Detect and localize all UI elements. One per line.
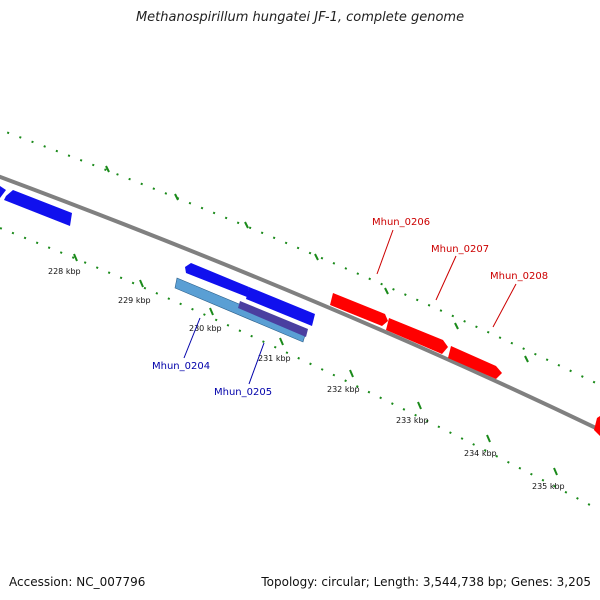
inner-major-ticks [73,253,558,476]
minus-strand-subfeatures [174,277,308,343]
gene-feature-right[interactable] [594,416,600,436]
gene-feature-0206[interactable] [330,293,388,326]
outer-major-ticks [105,165,529,363]
genome-backbone [0,174,600,432]
tick-label-234: 234 kbp [464,449,497,458]
plus-strand-genes [330,293,600,436]
tick-label-232: 232 kbp [327,385,360,394]
gene-feature-0208[interactable] [448,346,502,379]
gene-feature-0205-dark[interactable] [238,301,308,337]
gene-feature-0205-blue[interactable] [246,287,315,326]
genome-summary-text: Topology: circular; Length: 3,544,738 bp… [261,575,591,589]
tick-label-235: 235 kbp [532,482,565,491]
outer-tick-track [0,128,600,386]
leader-mhun-0208 [492,283,517,328]
minus-strand-genes [0,186,315,326]
tick-label-228: 228 kbp [48,267,81,276]
inner-tick-track [0,227,591,506]
gene-label-mhun-0208[interactable]: Mhun_0208 [490,271,548,282]
gene-label-mhun-0205[interactable]: Mhun_0205 [214,387,272,398]
leader-mhun-0204 [183,317,201,359]
gene-feature-0207[interactable] [386,318,448,354]
gene-label-mhun-0206[interactable]: Mhun_0206 [372,217,430,228]
gene-label-mhun-0207[interactable]: Mhun_0207 [431,244,489,255]
tick-label-230: 230 kbp [189,324,222,333]
leader-mhun-0205 [248,342,265,385]
gene-feature-0204-blue[interactable] [185,263,249,297]
tick-label-233: 233 kbp [396,416,429,425]
gene-feature-0203[interactable] [4,190,72,226]
gene-label-mhun-0204[interactable]: Mhun_0204 [152,361,210,372]
tick-label-229: 229 kbp [118,296,151,305]
gene-feature-left[interactable] [0,186,6,198]
genome-title: Methanospirillum hungatei JF-1, complete… [135,10,465,25]
leader-mhun-0207 [435,255,457,301]
leader-mhun-0206 [376,229,394,275]
tick-label-231: 231 kbp [258,354,291,363]
accession-text: Accession: NC_007796 [9,575,146,589]
